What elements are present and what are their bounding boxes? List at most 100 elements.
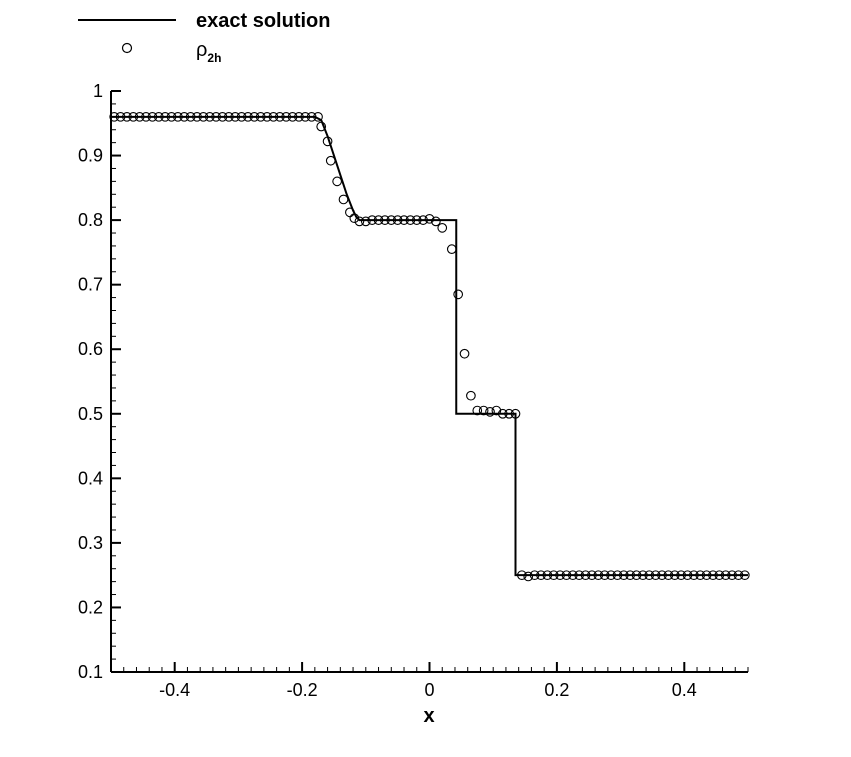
plot-area (109, 111, 750, 582)
legend-line-label: exact solution (196, 10, 330, 32)
data-point-rho-2h (294, 111, 304, 122)
data-point-rho-2h (504, 408, 514, 419)
data-point-rho-2h (322, 136, 333, 147)
data-point-rho-2h (122, 111, 132, 122)
data-point-rho-2h (491, 405, 502, 416)
data-point-rho-2h (599, 570, 610, 581)
data-point-rho-2h (727, 570, 737, 581)
data-point-rho-2h (466, 390, 476, 401)
data-point-rho-2h (593, 570, 604, 581)
data-point-rho-2h (459, 348, 470, 359)
data-point-rho-2h (510, 408, 521, 419)
data-point-rho-2h (638, 570, 648, 581)
data-point-rho-2h (446, 244, 457, 255)
data-point-rho-2h (517, 570, 527, 581)
data-point-rho-2h (249, 111, 260, 122)
data-point-rho-2h (386, 215, 397, 225)
data-point-rho-2h (478, 405, 489, 416)
data-point-rho-2h (166, 111, 177, 122)
data-point-rho-2h (405, 215, 416, 225)
data-point-rho-2h (236, 111, 247, 122)
legend: exact solution ρ2h (78, 10, 330, 65)
data-point-rho-2h (708, 570, 718, 581)
data-point-rho-2h (198, 111, 209, 122)
data-point-rho-2h (418, 215, 428, 225)
data-point-rho-2h (497, 408, 508, 419)
data-point-rho-2h (373, 215, 384, 225)
data-point-rho-2h (625, 570, 636, 581)
data-point-rho-2h (561, 570, 572, 581)
data-point-rho-2h (134, 111, 145, 122)
data-point-rho-2h (612, 570, 623, 581)
data-point-rho-2h (367, 215, 378, 225)
data-point-rho-2h (332, 176, 342, 187)
legend-marker-label: ρ2h (196, 39, 221, 65)
data-point-rho-2h (115, 111, 126, 122)
x-tick-label: 0.2 (544, 680, 569, 700)
data-point-rho-2h (217, 111, 228, 122)
data-point-rho-2h (555, 570, 565, 581)
data-point-rho-2h (424, 213, 435, 224)
data-point-rho-2h (300, 111, 311, 122)
data-point-rho-2h (325, 155, 336, 166)
y-tick-label: 0.3 (78, 533, 103, 553)
data-point-rho-2h (676, 570, 686, 581)
data-point-rho-2h (173, 111, 183, 122)
data-point-rho-2h (349, 213, 360, 224)
data-point-rho-2h (431, 216, 441, 227)
data-point-rho-2h (281, 111, 292, 122)
data-point-rho-2h (230, 111, 241, 122)
data-point-rho-2h (650, 570, 661, 581)
data-point-rho-2h (682, 570, 693, 581)
x-axis-title: x (423, 705, 434, 727)
data-point-rho-2h (618, 570, 629, 581)
data-point-rho-2h (542, 570, 553, 581)
data-point-rho-2h (268, 111, 279, 122)
data-point-rho-2h (644, 570, 655, 581)
data-point-rho-2h (223, 111, 234, 122)
data-point-rho-2h (380, 215, 390, 225)
data-point-rho-2h (536, 570, 546, 581)
y-tick-label: 0.8 (78, 210, 103, 230)
data-point-rho-2h (354, 216, 365, 227)
data-point-rho-2h (529, 570, 540, 581)
data-point-rho-2h (695, 570, 706, 581)
data-point-rho-2h (714, 570, 725, 581)
y-tick-label: 0.2 (78, 597, 103, 617)
y-tick-label: 0.4 (78, 468, 103, 488)
series-line-exact-solution (111, 115, 748, 577)
y-tick-label: 0.6 (78, 339, 103, 359)
data-point-rho-2h (287, 111, 298, 122)
data-point-rho-2h (185, 111, 196, 122)
data-point-rho-2h (313, 111, 323, 122)
data-point-rho-2h (274, 111, 285, 122)
data-point-rho-2h (360, 216, 371, 227)
data-point-rho-2h (485, 406, 495, 417)
data-point-rho-2h (160, 111, 170, 122)
data-point-rho-2h (739, 570, 750, 581)
y-tick-label: 0.5 (78, 404, 103, 424)
data-point-rho-2h (316, 121, 327, 132)
data-point-rho-2h (733, 570, 744, 581)
data-point-rho-2h (262, 111, 272, 122)
data-point-rho-2h (587, 570, 597, 581)
axes: -0.4 -0.2 0 0.2 0.4 0.1 0.2 0.3 0.4 0.5 0.6 0.7 0.8 0… (78, 81, 749, 700)
data-point-rho-2h (192, 111, 202, 122)
y-tick-label: 0.7 (78, 275, 103, 295)
data-point-rho-2h (411, 215, 422, 225)
data-point-rho-2h (689, 570, 699, 581)
data-point-rho-2h (437, 223, 448, 233)
x-tick-label: -0.4 (159, 680, 190, 700)
data-point-rho-2h (392, 215, 403, 225)
data-point-rho-2h (141, 111, 151, 122)
data-point-rho-2h (663, 570, 674, 581)
data-point-rho-2h (631, 570, 642, 581)
data-point-rho-2h (701, 570, 712, 581)
y-tick-label: 1 (93, 81, 103, 101)
data-point-rho-2h (153, 111, 164, 122)
data-point-rho-2h (523, 571, 534, 582)
data-point-rho-2h (255, 111, 266, 122)
data-point-rho-2h (204, 111, 215, 122)
data-point-rho-2h (453, 289, 464, 300)
